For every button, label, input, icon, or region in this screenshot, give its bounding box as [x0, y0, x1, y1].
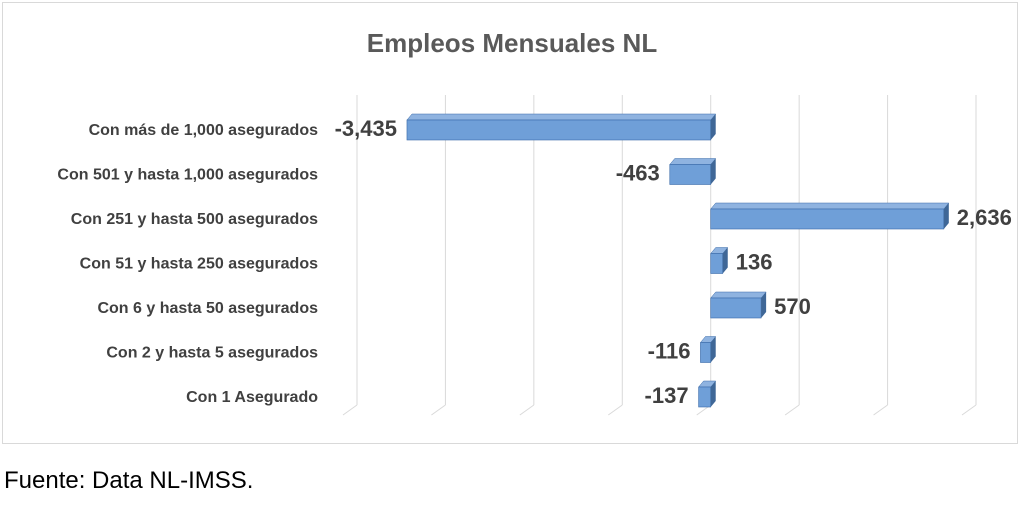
category-label: Con 501 y hasta 1,000 asegurados — [57, 167, 318, 184]
category-label: Con 2 y hasta 5 asegurados — [106, 345, 318, 362]
bar-top-face — [710, 291, 767, 299]
bar — [698, 386, 712, 408]
bar-top-face — [669, 158, 717, 165]
gridline-foot — [431, 404, 446, 416]
category-label: Con 1 Asegurado — [186, 389, 318, 406]
data-label: -116 — [648, 339, 691, 364]
bar — [669, 164, 712, 185]
bar — [700, 342, 712, 363]
gridline-foot — [519, 404, 535, 416]
bar-side-face — [710, 336, 716, 363]
data-label: 2,636 — [957, 205, 1012, 230]
bar — [710, 297, 762, 319]
bar-top-face — [406, 113, 717, 121]
data-label: -3,435 — [335, 116, 397, 141]
category-label: Con 251 y hasta 500 asegurados — [71, 211, 318, 228]
data-label: -463 — [616, 161, 660, 186]
data-label: -137 — [645, 383, 689, 408]
source-note: Fuente: Data NL-IMSS. — [4, 467, 254, 494]
bar-side-face — [761, 292, 767, 318]
bar — [406, 119, 712, 141]
bar — [710, 208, 945, 230]
bar — [710, 253, 724, 274]
category-label: Con 51 y hasta 250 asegurados — [80, 256, 318, 273]
chart-title: Empleos Mensuales NL — [367, 28, 658, 58]
bar-side-face — [722, 247, 728, 274]
data-label: 570 — [774, 294, 811, 319]
data-label: 136 — [736, 250, 773, 275]
bar-side-face — [943, 203, 949, 229]
gridline-foot — [607, 404, 623, 416]
chart-plot: Empleos Mensuales NL Con más de 1,000 ase… — [57, 28, 1012, 416]
bar-side-face — [710, 158, 716, 185]
bar-side-face — [710, 114, 716, 140]
category-label: Con 6 y hasta 50 asegurados — [97, 300, 318, 317]
gridline-foot — [961, 404, 977, 416]
category-label: Con más de 1,000 asegurados — [89, 122, 319, 139]
gridline-foot — [784, 404, 800, 416]
bar-top-face — [710, 202, 950, 210]
gridline-foot — [342, 404, 358, 416]
gridline-foot — [873, 404, 888, 416]
bar-side-face — [710, 381, 716, 407]
